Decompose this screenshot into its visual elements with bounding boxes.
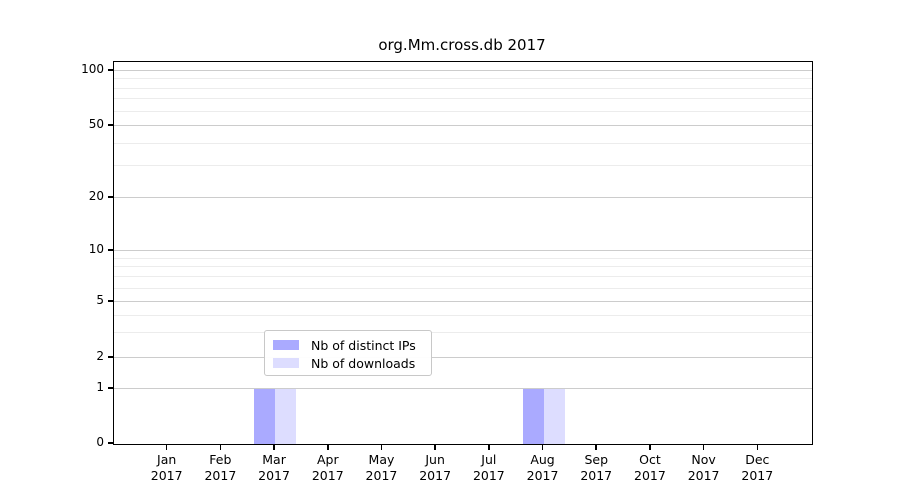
x-axis-tick [595,444,597,450]
x-axis-label: Jul 2017 [472,452,505,483]
x-axis-tick [541,444,544,450]
minor-gridline [114,110,812,112]
x-axis-label: Apr 2017 [311,452,344,483]
x-axis-label: Sep 2017 [580,452,613,483]
x-axis-label: Jun 2017 [419,452,452,483]
legend-label: Nb of downloads [311,355,416,371]
y-axis-tick [108,300,113,302]
minor-gridline [114,287,812,289]
x-axis-label: May 2017 [365,452,398,483]
legend-swatch [273,358,299,368]
major-gridline [114,197,812,198]
x-axis-label: Mar 2017 [258,452,290,483]
y-axis-label: 2 [96,349,104,363]
major-gridline [114,250,812,251]
legend-item: Nb of downloads [273,355,423,371]
y-axis-tick [108,124,113,126]
x-axis-tick [380,444,383,450]
y-axis-label: 100 [81,62,104,76]
minor-gridline [114,98,812,100]
x-axis-label: Dec 2017 [741,452,774,483]
major-gridline [114,357,812,358]
y-axis-label: 5 [96,293,104,307]
y-axis-tick [108,442,113,444]
x-axis-label: Nov 2017 [687,452,720,483]
major-gridline [114,301,812,302]
legend: Nb of distinct IPs Nb of downloads [264,330,432,376]
minor-gridline [114,142,812,144]
y-axis-label: 20 [88,189,104,203]
y-axis-tick [108,69,113,71]
bar-nb-of-downloads-mar [275,389,297,444]
bar-nb-of-downloads-aug [543,389,565,444]
bar-nb-of-distinct-ips-aug [522,389,544,444]
major-gridline [114,125,812,126]
x-axis-label: Feb 2017 [204,452,237,483]
x-axis-tick [273,444,275,450]
minor-gridline [114,266,812,268]
legend-item: Nb of distinct IPs [273,337,423,353]
x-axis-label: Aug 2017 [526,452,559,483]
minor-gridline [114,332,812,334]
x-axis-tick [165,444,168,450]
minor-gridline [114,276,812,278]
y-axis-label: 0 [96,435,104,449]
x-axis-tick [649,444,651,450]
minor-gridline [114,314,812,316]
y-axis-tick [108,249,113,251]
plot-area [113,61,813,445]
x-axis-tick [219,444,222,450]
x-axis-tick [756,444,759,450]
y-axis-tick [108,356,113,358]
x-axis-tick [488,444,490,450]
major-gridline [114,388,812,389]
minor-gridline [114,78,812,80]
y-axis-label: 1 [96,380,104,394]
x-axis-tick [702,444,705,450]
chart-title: org.Mm.cross.db 2017 [378,36,546,54]
x-axis-tick [434,444,436,450]
x-axis-label: Jan 2017 [150,452,183,483]
x-axis-label: Oct 2017 [634,452,666,483]
legend-swatch [273,340,299,350]
y-axis-label: 10 [88,242,104,256]
y-axis-label: 50 [88,117,104,131]
major-gridline [114,70,812,71]
y-axis-tick [108,196,113,198]
y-axis-tick [108,387,113,389]
x-axis-tick [327,444,329,450]
bar-nb-of-distinct-ips-mar [254,389,276,444]
minor-gridline [114,257,812,259]
minor-gridline [114,165,812,167]
minor-gridline [114,87,812,89]
legend-label: Nb of distinct IPs [311,337,416,353]
